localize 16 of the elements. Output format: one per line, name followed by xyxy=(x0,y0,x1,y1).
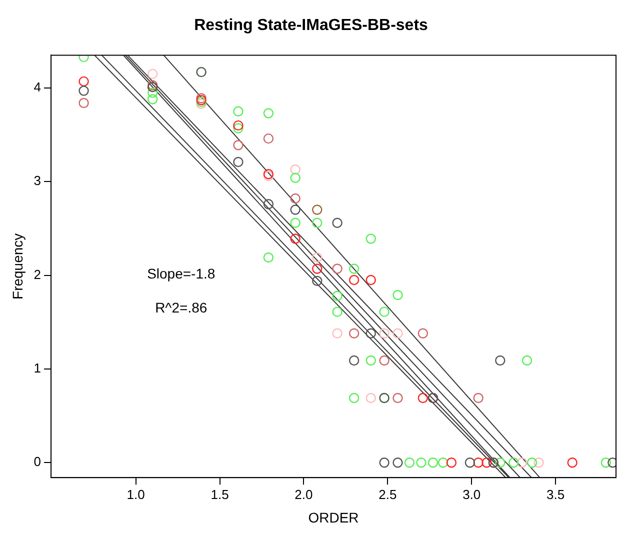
y-tick-label: 1 xyxy=(34,360,42,376)
x-axis-title: ORDER xyxy=(308,509,359,526)
y-tick-label: 2 xyxy=(34,266,42,282)
chart-title: Resting State-IMaGES-BB-sets xyxy=(194,17,428,34)
x-tick-label: 3.5 xyxy=(546,486,565,502)
x-tick-label: 1.5 xyxy=(210,486,229,502)
y-tick-label: 4 xyxy=(34,80,42,95)
y-tick-label: 3 xyxy=(34,173,42,188)
annotation: Slope=-1.8 xyxy=(147,266,216,282)
x-tick-label: 2.0 xyxy=(294,486,313,502)
y-tick-label: 0 xyxy=(34,454,42,470)
x-tick-label: 1.0 xyxy=(126,486,145,502)
x-tick-label: 3.0 xyxy=(462,486,481,502)
x-tick-label: 2.5 xyxy=(378,486,397,502)
y-axis-title: Frequency xyxy=(9,233,26,300)
annotation: R^2=.86 xyxy=(155,300,208,316)
